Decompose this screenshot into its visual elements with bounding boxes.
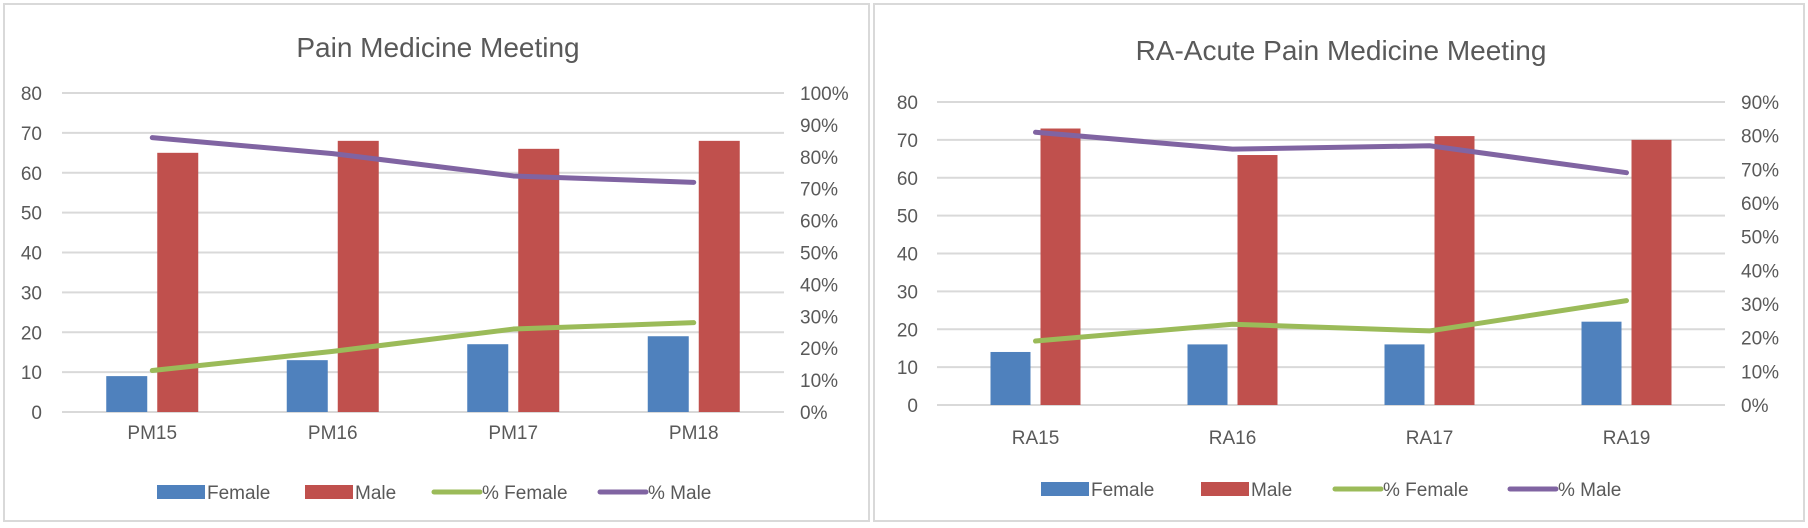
- legend-label: Female: [1091, 480, 1154, 501]
- legend-item-female: Female: [157, 483, 270, 504]
- y-tick-label: 30: [21, 283, 42, 304]
- y-tick-label: 0: [907, 396, 918, 417]
- y-tick-label: 20: [21, 323, 42, 344]
- bar-male-pm15: [157, 152, 199, 412]
- bar-male-pm17: [518, 148, 560, 412]
- x-tick-label: PM15: [127, 423, 177, 444]
- y2-tick-label: 60%: [800, 212, 838, 233]
- legend-label: % Female: [482, 483, 568, 504]
- bar-female-ra16: [1187, 344, 1228, 405]
- y2-tick-label: 80%: [800, 148, 838, 169]
- chart-pain-medicine: Pain Medicine Meeting 0 10 20 30 40 50 60 70 80 0…: [21, 32, 849, 504]
- bar-male-ra15: [1040, 128, 1081, 405]
- bar-female-pm16: [286, 360, 328, 412]
- legend-label: % Male: [648, 483, 711, 504]
- y2-tick-label: 80%: [1741, 127, 1779, 148]
- y2-tick-label: 100%: [800, 84, 849, 105]
- y2-tick-label: 90%: [1741, 93, 1779, 114]
- y2-tick-label: 50%: [1741, 228, 1779, 249]
- legend-item-male: % Male: [597, 483, 711, 504]
- y2-tick-label: 90%: [800, 116, 838, 137]
- y-tick-label: 20: [897, 320, 918, 341]
- legend-item-female: % Female: [431, 483, 568, 504]
- y2-tick-label: 30%: [800, 307, 838, 328]
- bar-male-pm18: [698, 140, 740, 412]
- x-tick-label: PM18: [669, 423, 719, 444]
- y-tick-label: 60: [21, 164, 42, 185]
- legend-item-male: Male: [1201, 480, 1292, 501]
- y-tick-label: 40: [897, 245, 918, 266]
- legend-label: % Male: [1558, 480, 1621, 501]
- y-tick-label: 10: [897, 358, 918, 379]
- line-series-male: [1033, 129, 1629, 176]
- y-tick-label: 10: [21, 363, 42, 384]
- y-tick-label: 80: [897, 93, 918, 114]
- y2-tick-label: 30%: [1741, 295, 1779, 316]
- bar-male-ra17: [1434, 136, 1475, 405]
- legend-item-male: Male: [305, 483, 396, 504]
- x-tick-label: RA19: [1603, 428, 1651, 449]
- y2-tick-label: 70%: [1741, 160, 1779, 181]
- y-tick-label: 60: [897, 169, 918, 190]
- bar-female-ra15: [990, 351, 1031, 405]
- y-tick-label: 80: [21, 84, 42, 105]
- y-tick-label: 0: [31, 403, 42, 424]
- y-tick-label: 40: [21, 244, 42, 265]
- y2-tick-label: 20%: [1741, 329, 1779, 350]
- y2-tick-label: 50%: [800, 244, 838, 265]
- bar-male-ra16: [1237, 155, 1278, 405]
- chart-title: Pain Medicine Meeting: [296, 32, 579, 63]
- y2-tick-label: 0%: [1741, 396, 1769, 417]
- legend-item-female: % Female: [1332, 480, 1469, 501]
- y-tick-label: 70: [897, 131, 918, 152]
- chart-ra-acute-pain-medicine: RA-Acute Pain Medicine Meeting 0 10 20 30 40…: [897, 35, 1779, 501]
- y-tick-label: 50: [897, 207, 918, 228]
- y-tick-label: 30: [897, 282, 918, 303]
- y2-tick-label: 60%: [1741, 194, 1779, 215]
- chart-panel-ra-acute-pain-medicine: RA-Acute Pain Medicine Meeting 0 10 20 30 40…: [873, 3, 1805, 522]
- bar-female-pm15: [106, 376, 148, 412]
- line-series-female: [149, 320, 697, 374]
- bar-female-ra17: [1384, 344, 1425, 405]
- legend-item-male: % Male: [1507, 480, 1621, 501]
- legend-swatch: [305, 485, 353, 499]
- bar-female-ra19: [1581, 321, 1622, 405]
- y2-tick-label: 0%: [800, 403, 828, 424]
- x-tick-label: RA15: [1012, 428, 1060, 449]
- chart-panel-pain-medicine: Pain Medicine Meeting 0 10 20 30 40 50 60 70 80 0…: [3, 3, 870, 522]
- legend-swatch: [1041, 482, 1089, 496]
- legend-label: Male: [355, 483, 396, 504]
- y2-tick-label: 40%: [1741, 261, 1779, 282]
- bar-female-pm18: [647, 336, 689, 412]
- x-tick-label: RA16: [1209, 428, 1257, 449]
- bar-male-ra19: [1631, 139, 1672, 405]
- line-series-female: [1033, 298, 1629, 344]
- y2-tick-label: 10%: [800, 371, 838, 392]
- chart-title: RA-Acute Pain Medicine Meeting: [1136, 35, 1547, 66]
- bar-female-pm17: [467, 344, 509, 412]
- line-series-male: [149, 135, 697, 185]
- y-tick-label: 70: [21, 124, 42, 145]
- legend-label: Female: [207, 483, 270, 504]
- y2-tick-label: 10%: [1741, 362, 1779, 383]
- x-tick-label: RA17: [1406, 428, 1454, 449]
- y2-tick-label: 40%: [800, 275, 838, 296]
- y2-tick-label: 20%: [800, 339, 838, 360]
- bar-male-pm16: [337, 140, 379, 412]
- legend-swatch: [1201, 482, 1249, 496]
- legend-label: Male: [1251, 480, 1292, 501]
- legend-label: % Female: [1383, 480, 1469, 501]
- legend-item-female: Female: [1041, 480, 1154, 501]
- y-tick-label: 50: [21, 204, 42, 225]
- x-tick-label: PM17: [488, 423, 538, 444]
- x-tick-label: PM16: [308, 423, 358, 444]
- legend-swatch: [157, 485, 205, 499]
- y2-tick-label: 70%: [800, 180, 838, 201]
